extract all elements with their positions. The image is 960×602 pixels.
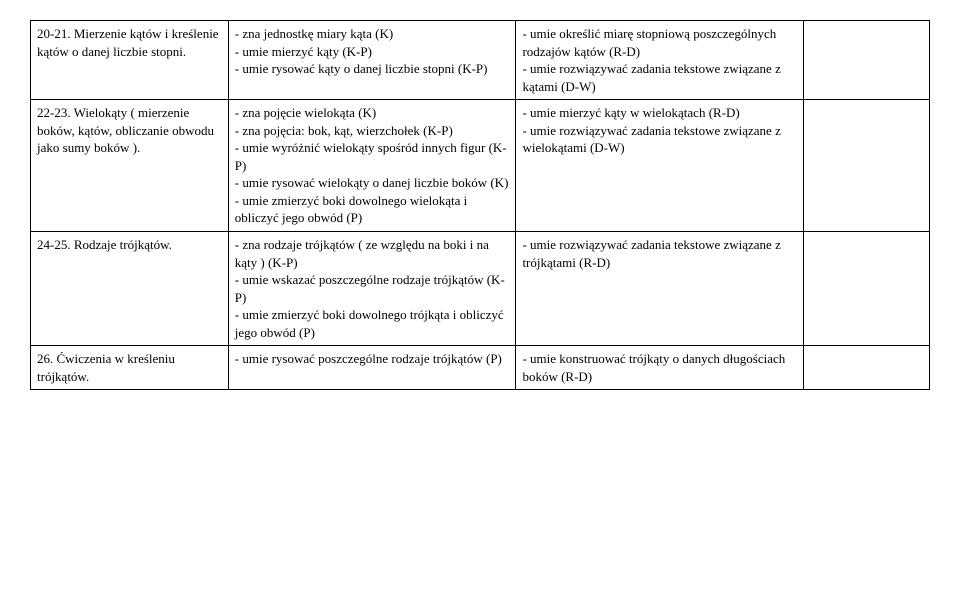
cell-advanced: - umie określić miarę stopniową poszczeg…	[516, 21, 804, 100]
cell-advanced: - umie konstruować trójkąty o danych dłu…	[516, 346, 804, 390]
cell-topic: 22-23. Wielokąty ( mierzenie boków, kątó…	[31, 100, 229, 232]
cell-basic: - zna rodzaje trójkątów ( ze względu na …	[228, 232, 516, 346]
cell-advanced: - umie mierzyć kąty w wielokątach (R-D) …	[516, 100, 804, 232]
table-row: 26. Ćwiczenia w kreśleniu trójkątów. - u…	[31, 346, 930, 390]
cell-topic: 20-21. Mierzenie kątów i kreślenie kątów…	[31, 21, 229, 100]
cell-extra	[804, 21, 930, 100]
cell-advanced: - umie rozwiązywać zadania tekstowe zwią…	[516, 232, 804, 346]
cell-extra	[804, 100, 930, 232]
cell-topic: 26. Ćwiczenia w kreśleniu trójkątów.	[31, 346, 229, 390]
cell-basic: - zna jednostkę miary kąta (K) - umie mi…	[228, 21, 516, 100]
cell-extra	[804, 346, 930, 390]
table-row: 22-23. Wielokąty ( mierzenie boków, kątó…	[31, 100, 930, 232]
table-row: 24-25. Rodzaje trójkątów. - zna rodzaje …	[31, 232, 930, 346]
cell-basic: - zna pojęcie wielokąta (K) - zna pojęci…	[228, 100, 516, 232]
cell-extra	[804, 232, 930, 346]
table-row: 20-21. Mierzenie kątów i kreślenie kątów…	[31, 21, 930, 100]
cell-basic: - umie rysować poszczególne rodzaje trój…	[228, 346, 516, 390]
curriculum-table: 20-21. Mierzenie kątów i kreślenie kątów…	[30, 20, 930, 390]
cell-topic: 24-25. Rodzaje trójkątów.	[31, 232, 229, 346]
